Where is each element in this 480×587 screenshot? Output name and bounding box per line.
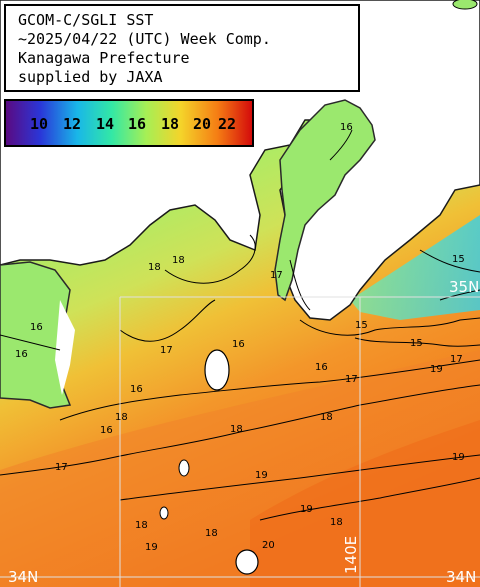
color-scale-tick: 22 [217, 115, 237, 133]
contour-label: 19 [255, 470, 268, 481]
islet-2 [159, 506, 169, 520]
lat-label-34n-left: 34N [8, 568, 38, 586]
color-scale-tick: 18 [160, 115, 180, 133]
contour-label: 18 [172, 255, 185, 266]
contour-label: 16 [232, 339, 245, 350]
contour-label: 18 [330, 517, 343, 528]
lon-label-140e: 140E [342, 536, 360, 574]
contour-label: 16 [340, 122, 353, 133]
color-scale-tick: 12 [62, 115, 82, 133]
contour-label: 18 [320, 412, 333, 423]
color-scale-ticks: 10 12 14 16 18 20 22 [6, 101, 252, 145]
contour-label: 18 [115, 412, 128, 423]
contour-label: 16 [15, 349, 28, 360]
contour-label: 16 [315, 362, 328, 373]
contour-label: 15 [410, 338, 423, 349]
contour-labels: 16 15 18 18 16 17 16 17 16 16 15 15 16 1… [15, 122, 465, 553]
contour-label: 19 [145, 542, 158, 553]
color-scale-tick: 10 [29, 115, 49, 133]
island-south [235, 549, 259, 575]
contour-label: 18 [230, 424, 243, 435]
contour-label: 15 [355, 320, 368, 331]
contour-label: 17 [160, 345, 173, 356]
contour-label: 17 [270, 270, 283, 281]
color-scale-tick: 14 [95, 115, 115, 133]
contour-label: 17 [345, 374, 358, 385]
title-line: GCOM-C/SGLI SST [18, 11, 154, 29]
lat-label-34n-right: 34N [446, 568, 476, 586]
lat-label-35n: 35N [449, 278, 479, 296]
contour-label: 16 [30, 322, 43, 333]
date-line: ~2025/04/22 (UTC) Week Comp. [18, 30, 271, 48]
western-shore [55, 300, 75, 395]
contour-label: 15 [452, 254, 465, 265]
island-oshima [204, 349, 230, 391]
lat-lon-grid [0, 296, 480, 587]
contour-label: 17 [55, 462, 68, 473]
contour-label: 18 [135, 520, 148, 531]
region-line: Kanagawa Prefecture [18, 49, 190, 67]
color-scale-tick: 20 [192, 115, 212, 133]
contour-label: 17 [450, 354, 463, 365]
contour-label: 19 [452, 452, 465, 463]
islet-1 [178, 459, 190, 477]
cool-water-patch [350, 215, 480, 320]
contour-label: 20 [262, 540, 275, 551]
contour-label: 16 [100, 425, 113, 436]
contour-label: 18 [148, 262, 161, 273]
miura-peninsula [274, 99, 376, 302]
islet-3 [452, 0, 478, 10]
info-box: GCOM-C/SGLI SST ~2025/04/22 (UTC) Week C… [4, 4, 360, 92]
contour-label: 18 [205, 528, 218, 539]
contour-label: 19 [300, 504, 313, 515]
contour-lines [0, 129, 480, 521]
color-scale-bar: 10 12 14 16 18 20 22 [4, 99, 254, 147]
contour-label: 19 [430, 364, 443, 375]
credit-line: supplied by JAXA [18, 68, 163, 86]
contour-label: 16 [130, 384, 143, 395]
color-scale-tick: 16 [127, 115, 147, 133]
